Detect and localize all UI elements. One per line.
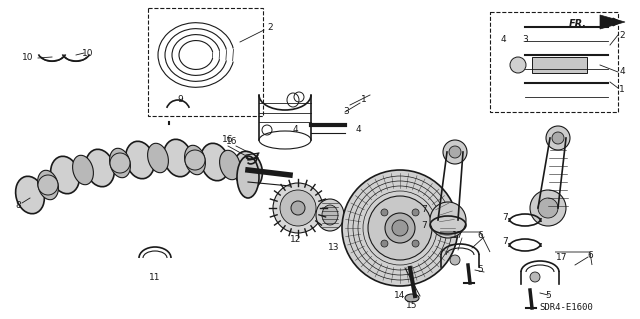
- Text: 8: 8: [15, 201, 21, 210]
- Circle shape: [185, 150, 205, 170]
- Circle shape: [510, 57, 526, 73]
- Text: 10: 10: [22, 54, 34, 63]
- Text: 4: 4: [355, 125, 361, 135]
- Circle shape: [273, 183, 323, 233]
- Circle shape: [38, 175, 58, 195]
- Circle shape: [280, 190, 316, 226]
- Circle shape: [381, 209, 388, 216]
- Bar: [532, 57, 587, 73]
- Ellipse shape: [51, 156, 79, 194]
- Text: 7: 7: [421, 220, 427, 229]
- Text: 10: 10: [83, 48, 93, 57]
- Ellipse shape: [316, 199, 344, 231]
- Circle shape: [412, 240, 419, 247]
- Text: 11: 11: [149, 273, 161, 283]
- Ellipse shape: [184, 145, 205, 175]
- Text: 4: 4: [292, 125, 298, 135]
- Circle shape: [381, 240, 388, 247]
- Circle shape: [546, 126, 570, 150]
- Text: 12: 12: [291, 235, 301, 244]
- Ellipse shape: [125, 141, 154, 179]
- Circle shape: [368, 196, 432, 260]
- Ellipse shape: [200, 143, 229, 181]
- Text: 4: 4: [500, 35, 506, 44]
- Text: 7: 7: [502, 213, 508, 222]
- Bar: [148, 8, 263, 116]
- Ellipse shape: [15, 176, 44, 214]
- Text: 9: 9: [177, 95, 183, 105]
- Circle shape: [552, 132, 564, 144]
- Text: 17: 17: [556, 254, 568, 263]
- Circle shape: [385, 213, 415, 243]
- Text: 7: 7: [502, 238, 508, 247]
- Ellipse shape: [38, 170, 58, 200]
- Circle shape: [412, 209, 419, 216]
- Circle shape: [530, 190, 566, 226]
- Text: 15: 15: [406, 300, 418, 309]
- Ellipse shape: [72, 155, 93, 185]
- Text: 13: 13: [328, 243, 340, 253]
- Text: 7: 7: [421, 205, 427, 214]
- Text: 17: 17: [452, 231, 464, 240]
- Ellipse shape: [109, 148, 131, 178]
- Text: 3: 3: [343, 108, 349, 116]
- Circle shape: [392, 220, 408, 236]
- Circle shape: [430, 202, 466, 238]
- Bar: [490, 12, 618, 112]
- Text: 5: 5: [477, 265, 483, 275]
- Text: 1: 1: [619, 85, 625, 94]
- Text: 4: 4: [619, 68, 625, 77]
- Ellipse shape: [234, 151, 262, 189]
- Ellipse shape: [164, 139, 193, 177]
- Circle shape: [110, 153, 130, 173]
- Ellipse shape: [405, 294, 419, 302]
- Text: 1: 1: [361, 95, 367, 105]
- Polygon shape: [600, 15, 625, 29]
- Circle shape: [443, 140, 467, 164]
- Circle shape: [449, 146, 461, 158]
- Text: 16: 16: [222, 136, 234, 145]
- Circle shape: [530, 272, 540, 282]
- Circle shape: [342, 170, 458, 286]
- Text: 6: 6: [587, 250, 593, 259]
- Text: SDR4-E1600: SDR4-E1600: [539, 303, 593, 313]
- Ellipse shape: [148, 143, 168, 173]
- Ellipse shape: [322, 205, 338, 225]
- Text: 16: 16: [227, 137, 237, 146]
- Text: 2: 2: [267, 24, 273, 33]
- Text: FR.: FR.: [569, 19, 587, 29]
- Ellipse shape: [220, 150, 241, 180]
- Ellipse shape: [86, 149, 115, 187]
- Text: 14: 14: [394, 292, 406, 300]
- Text: 3: 3: [522, 35, 528, 44]
- Text: 6: 6: [477, 231, 483, 240]
- Text: 2: 2: [619, 31, 625, 40]
- Text: 5: 5: [545, 291, 551, 300]
- Circle shape: [538, 198, 558, 218]
- Circle shape: [450, 255, 460, 265]
- Circle shape: [291, 201, 305, 215]
- Ellipse shape: [237, 156, 259, 198]
